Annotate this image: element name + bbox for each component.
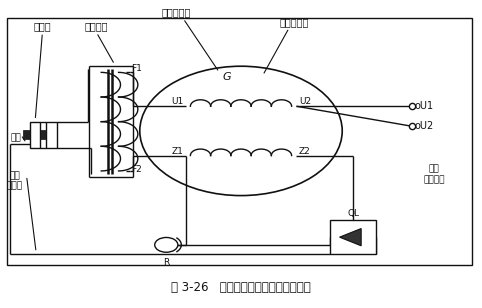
- Bar: [30, 122, 40, 148]
- Text: 单相
整流桥组: 单相 整流桥组: [423, 165, 444, 184]
- Circle shape: [140, 66, 342, 196]
- Text: QL: QL: [347, 209, 359, 217]
- Bar: [330, 220, 376, 254]
- Text: F1: F1: [132, 64, 143, 73]
- Text: oU1: oU1: [415, 101, 434, 111]
- Bar: [40, 130, 46, 139]
- Text: R: R: [163, 258, 169, 267]
- Bar: [7, 18, 472, 265]
- Text: 定子主绕组: 定子主绕组: [161, 8, 190, 18]
- Polygon shape: [339, 229, 361, 246]
- Text: G: G: [222, 72, 231, 82]
- Text: 磁场
变阻器: 磁场 变阻器: [6, 171, 23, 190]
- Text: 集电环: 集电环: [34, 22, 51, 31]
- Text: Z1: Z1: [171, 147, 183, 156]
- Text: oU2: oU2: [415, 121, 434, 131]
- Text: 滑环: 滑环: [10, 133, 21, 142]
- Text: 转子绕组: 转子绕组: [85, 22, 108, 31]
- Bar: [23, 130, 30, 139]
- Text: 图 3-26   有刷单相交流发电机原理电路: 图 3-26 有刷单相交流发电机原理电路: [171, 281, 311, 294]
- Text: F2: F2: [132, 165, 142, 174]
- Text: Z2: Z2: [299, 147, 310, 156]
- Text: 定子副绕组: 定子副绕组: [280, 17, 308, 27]
- Circle shape: [155, 237, 178, 252]
- Text: U1: U1: [171, 97, 183, 106]
- Bar: [46, 122, 57, 148]
- Text: U2: U2: [299, 97, 311, 106]
